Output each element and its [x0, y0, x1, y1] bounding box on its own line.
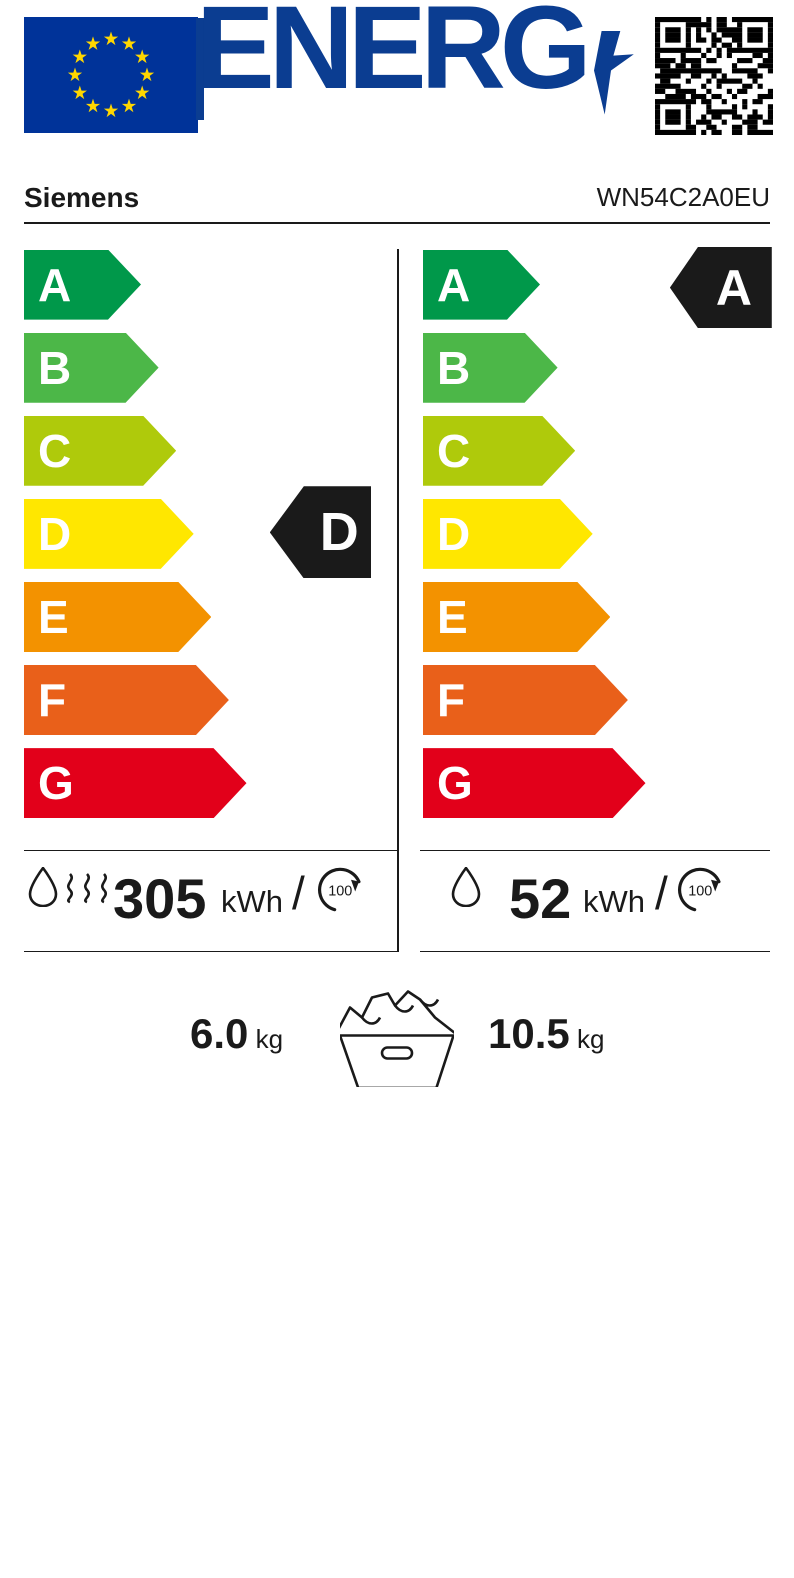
- svg-text:100: 100: [328, 884, 352, 900]
- svg-text:100: 100: [688, 884, 712, 900]
